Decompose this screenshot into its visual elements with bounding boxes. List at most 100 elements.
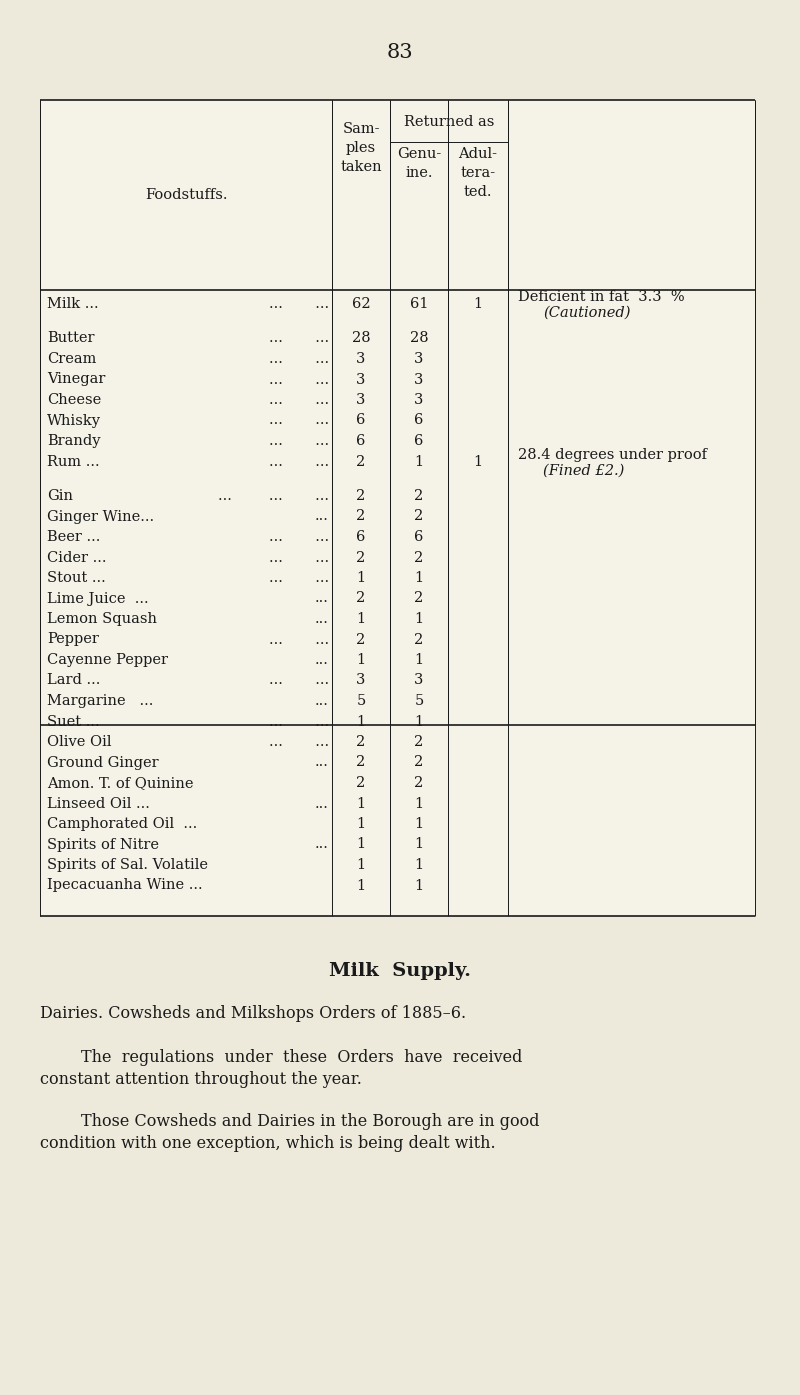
Text: ...       ...: ... ... [269, 455, 329, 469]
Text: 1: 1 [474, 455, 482, 469]
Text: 2: 2 [414, 632, 424, 646]
Text: ...       ...: ... ... [269, 735, 329, 749]
Text: 28.4 degrees under proof: 28.4 degrees under proof [518, 448, 707, 462]
Text: 1: 1 [357, 817, 366, 831]
Text: 2: 2 [414, 509, 424, 523]
Text: Lard ...: Lard ... [47, 674, 100, 688]
Text: 28: 28 [410, 332, 428, 346]
Text: Spirits of Nitre: Spirits of Nitre [47, 837, 159, 851]
Text: Brandy: Brandy [47, 434, 101, 448]
Text: 6: 6 [414, 434, 424, 448]
Text: 1: 1 [414, 837, 423, 851]
Text: ...       ...: ... ... [269, 332, 329, 346]
Text: Pepper: Pepper [47, 632, 99, 646]
Text: 6: 6 [356, 413, 366, 427]
Text: 1: 1 [357, 612, 366, 626]
Text: 1: 1 [414, 714, 423, 728]
Text: 6: 6 [356, 434, 366, 448]
Text: 2: 2 [414, 756, 424, 770]
Text: ...: ... [315, 693, 329, 709]
Text: 62: 62 [352, 297, 370, 311]
Text: 1: 1 [357, 571, 366, 585]
Text: 1: 1 [414, 817, 423, 831]
Text: 2: 2 [414, 591, 424, 605]
Text: Returned as: Returned as [404, 114, 494, 128]
Text: Linseed Oil ...: Linseed Oil ... [47, 797, 150, 810]
Text: 1: 1 [357, 837, 366, 851]
Text: Foodstuffs.: Foodstuffs. [145, 188, 227, 202]
Text: Ginger Wine...: Ginger Wine... [47, 509, 154, 523]
Text: ...        ...       ...: ... ... ... [218, 490, 329, 504]
Text: 83: 83 [386, 42, 414, 61]
Text: ...       ...: ... ... [269, 571, 329, 585]
Text: 2: 2 [414, 776, 424, 790]
Text: ...: ... [315, 612, 329, 626]
Text: 1: 1 [357, 858, 366, 872]
Text: Camphorated Oil  ...: Camphorated Oil ... [47, 817, 198, 831]
Text: Genu-
ine.: Genu- ine. [397, 146, 441, 180]
Text: (Fined £2.): (Fined £2.) [543, 463, 624, 477]
Text: 1: 1 [414, 571, 423, 585]
Text: 3: 3 [414, 393, 424, 407]
Text: 6: 6 [414, 413, 424, 427]
Text: 2: 2 [356, 735, 366, 749]
Text: Dairies. Cowsheds and Milkshops Orders of 1885–6.: Dairies. Cowsheds and Milkshops Orders o… [40, 1004, 466, 1021]
Text: 2: 2 [356, 455, 366, 469]
Text: 2: 2 [356, 591, 366, 605]
Text: Suet ...: Suet ... [47, 714, 100, 728]
Text: (Cautioned): (Cautioned) [543, 306, 630, 319]
Text: 2: 2 [414, 735, 424, 749]
Text: 61: 61 [410, 297, 428, 311]
Text: Milk ...: Milk ... [47, 297, 98, 311]
Text: 3: 3 [356, 674, 366, 688]
Text: Cider ...: Cider ... [47, 551, 106, 565]
Text: 2: 2 [356, 551, 366, 565]
Text: 3: 3 [356, 393, 366, 407]
Text: 1: 1 [414, 879, 423, 893]
Text: Whisky: Whisky [47, 413, 101, 427]
Text: Rum ...: Rum ... [47, 455, 100, 469]
Text: Olive Oil: Olive Oil [47, 735, 111, 749]
Text: 5: 5 [414, 693, 424, 709]
Text: Beer ...: Beer ... [47, 530, 100, 544]
Text: 1: 1 [474, 297, 482, 311]
Text: 6: 6 [414, 530, 424, 544]
Text: Spirits of Sal. Volatile: Spirits of Sal. Volatile [47, 858, 208, 872]
Text: Cream: Cream [47, 352, 96, 365]
Text: 1: 1 [414, 653, 423, 667]
Text: 2: 2 [414, 551, 424, 565]
Text: Ground Ginger: Ground Ginger [47, 756, 158, 770]
Text: Cheese: Cheese [47, 393, 102, 407]
Text: Adul-
tera-
ted.: Adul- tera- ted. [458, 146, 498, 199]
Text: 1: 1 [357, 714, 366, 728]
Bar [40, 100, 755, 917]
Text: Milk  Supply.: Milk Supply. [329, 963, 471, 981]
Text: 2: 2 [356, 632, 366, 646]
Text: ...       ...: ... ... [269, 434, 329, 448]
Text: 6: 6 [356, 530, 366, 544]
Text: 2: 2 [356, 490, 366, 504]
Text: 1: 1 [357, 879, 366, 893]
Text: ...       ...: ... ... [269, 551, 329, 565]
Text: 1: 1 [414, 797, 423, 810]
Text: ...: ... [315, 509, 329, 523]
Text: Sam-
ples
taken: Sam- ples taken [340, 121, 382, 174]
Text: 2: 2 [356, 756, 366, 770]
Text: 1: 1 [357, 797, 366, 810]
Text: 1: 1 [414, 612, 423, 626]
Text: ...       ...: ... ... [269, 714, 329, 728]
Text: ...       ...: ... ... [269, 674, 329, 688]
Text: 2: 2 [356, 776, 366, 790]
Text: 3: 3 [356, 352, 366, 365]
Text: Stout ...: Stout ... [47, 571, 106, 585]
Text: 1: 1 [414, 455, 423, 469]
Text: ...       ...: ... ... [269, 393, 329, 407]
Text: ...       ...: ... ... [269, 372, 329, 386]
Text: ...: ... [315, 797, 329, 810]
Text: 1: 1 [357, 653, 366, 667]
Text: Lemon Squash: Lemon Squash [47, 612, 157, 626]
Text: 2: 2 [356, 509, 366, 523]
Text: 3: 3 [414, 372, 424, 386]
Text: Deficient in fat  3.3  %: Deficient in fat 3.3 % [518, 290, 685, 304]
Text: 28: 28 [352, 332, 370, 346]
